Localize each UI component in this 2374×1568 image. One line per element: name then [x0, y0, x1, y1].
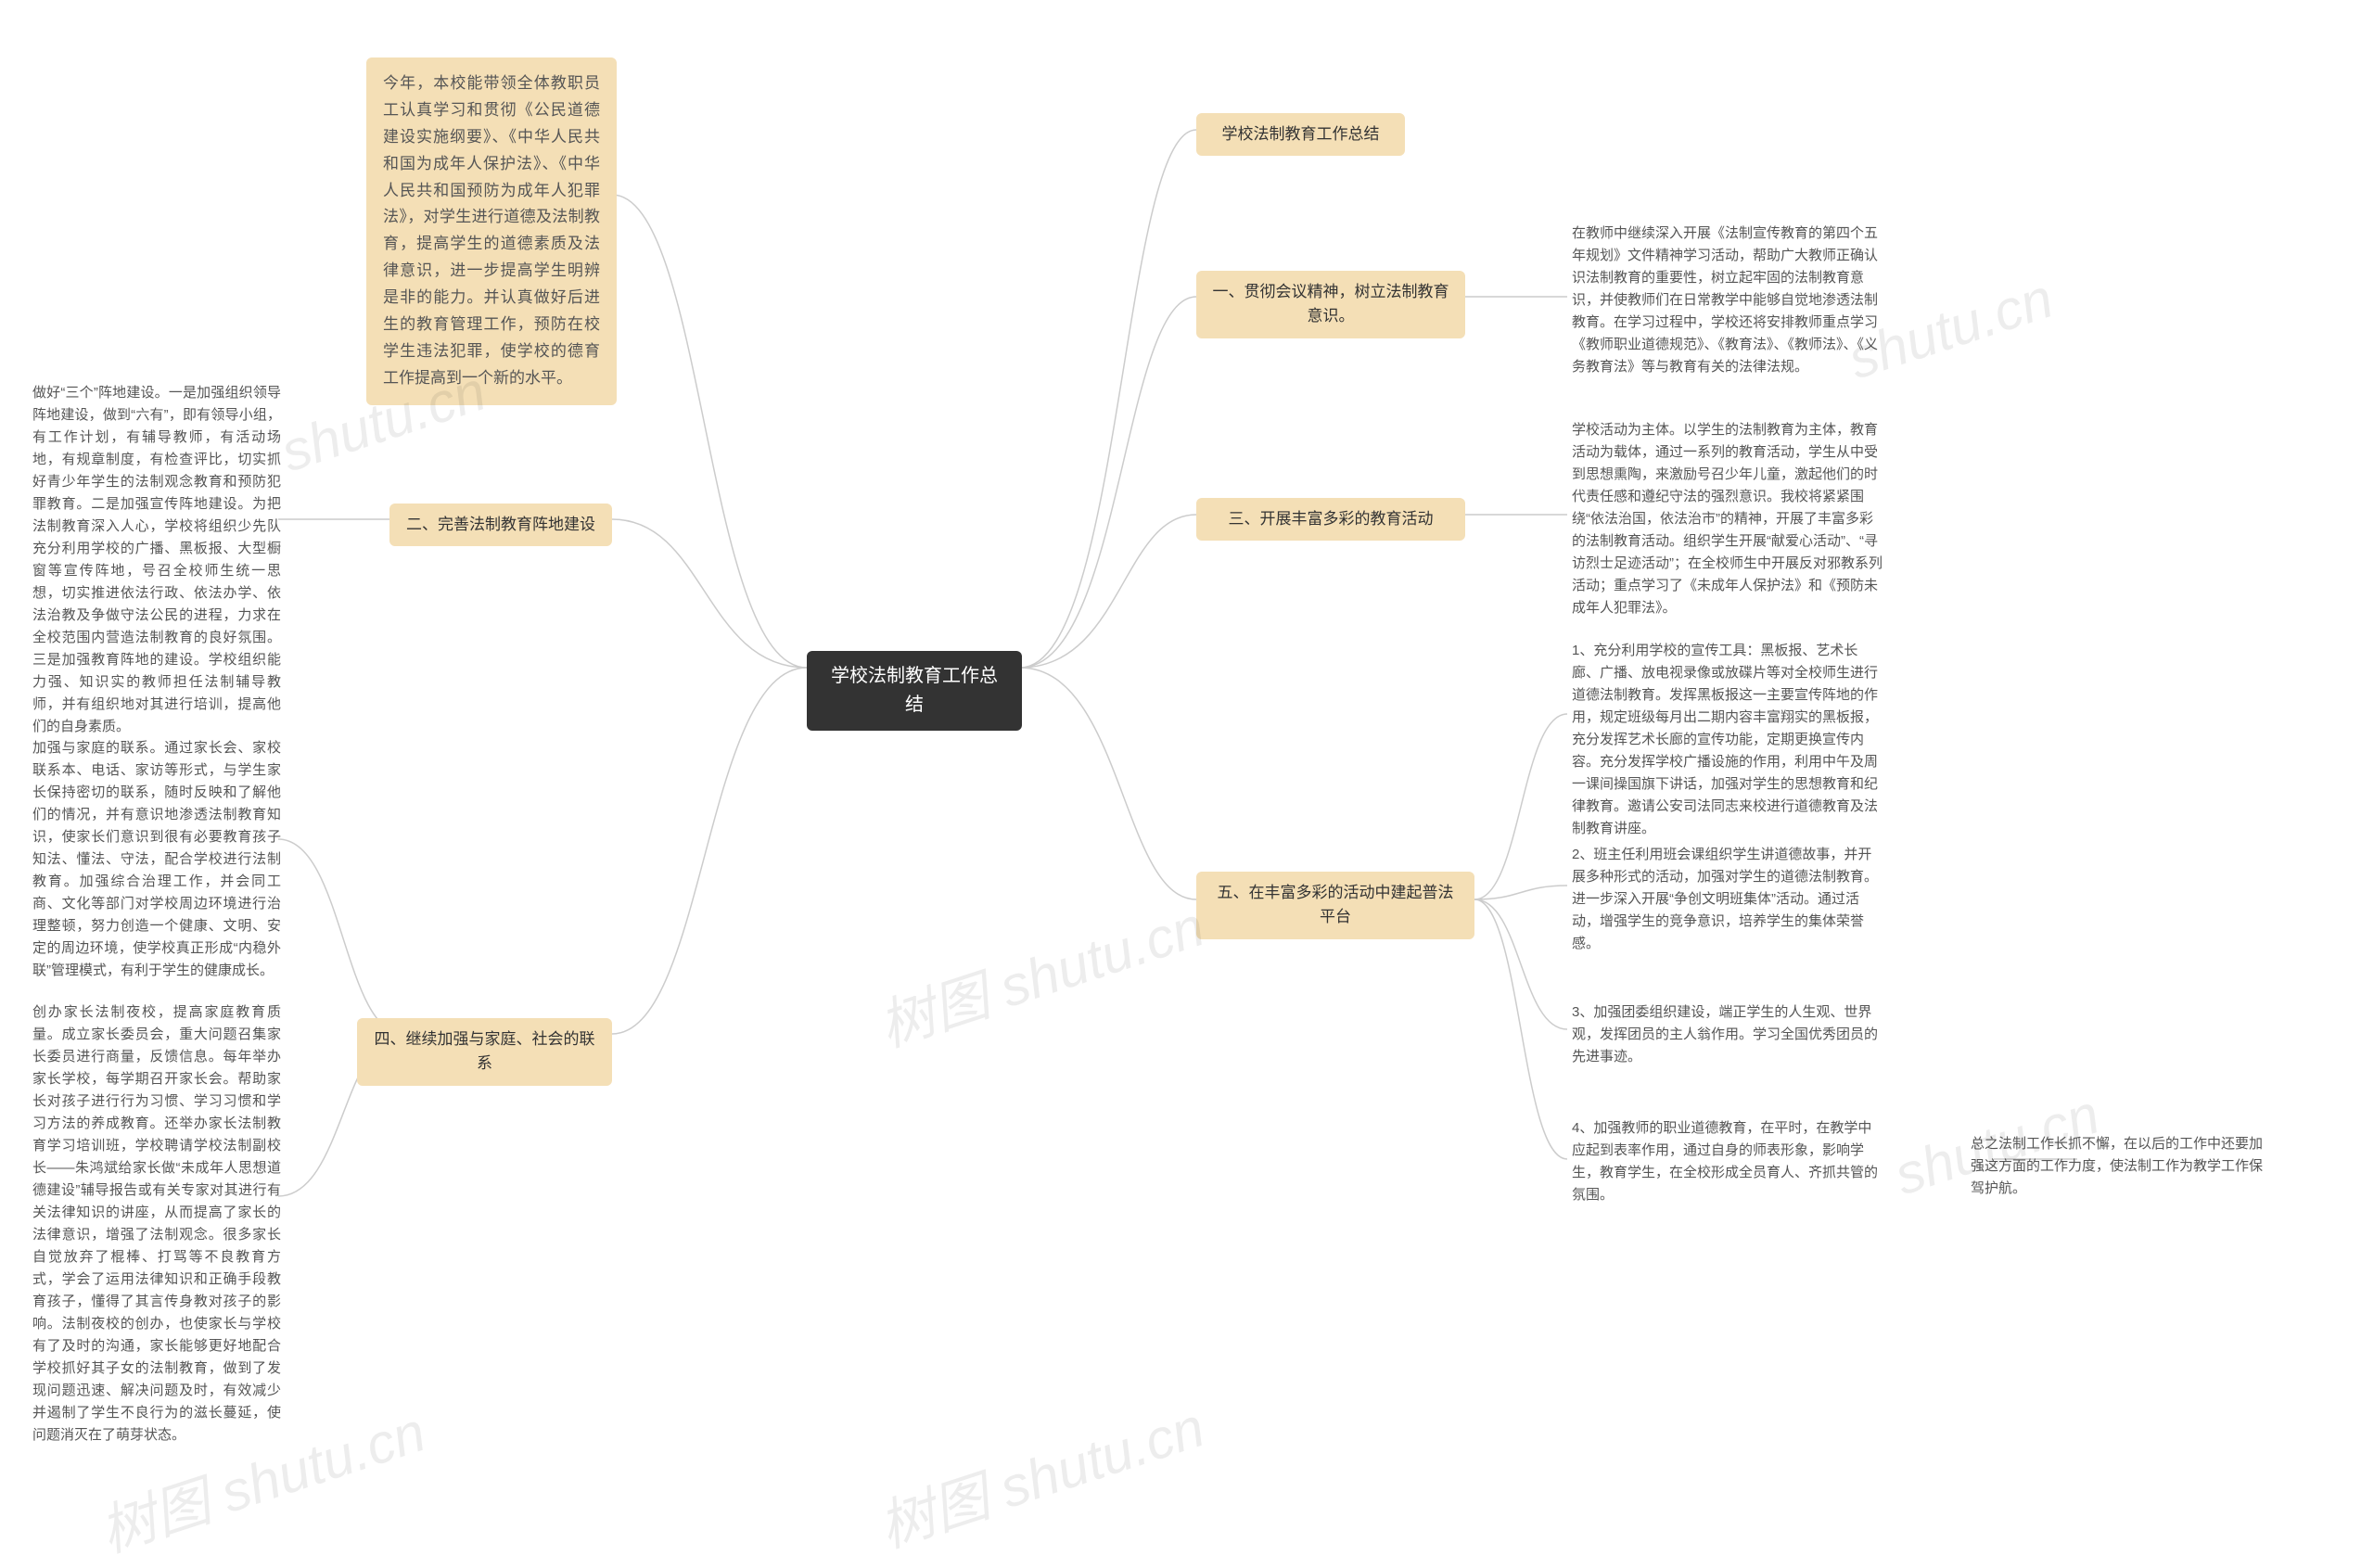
branch-1-leaf: 在教师中继续深入开展《法制宣传教育的第四个五年规划》文件精神学习活动，帮助广大教… — [1572, 223, 1883, 378]
intro-box: 今年，本校能带领全体教职员工认真学习和贯彻《公民道德建设实施纲要》、《中华人民共… — [366, 57, 617, 405]
center-node: 学校法制教育工作总结 — [807, 651, 1022, 731]
branch-4: 四、继续加强与家庭、社会的联系 — [357, 1018, 612, 1086]
branch-3-leaf: 学校活动为主体。以学生的法制教育为主体，教育活动为载体，通过一系列的教育活动，学… — [1572, 419, 1883, 619]
branch-5-leaf-1: 1、充分利用学校的宣传工具：黑板报、艺术长廊、广播、放电视录像或放碟片等对全校师… — [1572, 640, 1883, 840]
branch-0: 学校法制教育工作总结 — [1196, 113, 1405, 156]
connectors — [0, 0, 2374, 1523]
branch-1: 一、贯彻会议精神，树立法制教育意识。 — [1196, 271, 1465, 338]
branch-5-leaf-4: 4、加强教师的职业道德教育，在平时，在教学中应起到表率作用，通过自身的师表形象，… — [1572, 1117, 1883, 1206]
branch-4-leaf-1: 加强与家庭的联系。通过家长会、家校联系本、电话、家访等形式，与学生家长保持密切的… — [32, 737, 281, 982]
branch-2-leaf: 做好“三个”阵地建设。一是加强组织领导阵地建设，做到“六有”，即有领导小组，有工… — [32, 382, 281, 738]
branch-4-leaf-2: 创办家长法制夜校，提高家庭教育质量。成立家长委员会，重大问题召集家长委员进行商量… — [32, 1001, 281, 1447]
branch-3: 三、开展丰富多彩的教育活动 — [1196, 498, 1465, 541]
branch-5-leaf-4-ext: 总之法制工作长抓不懈，在以后的工作中还要加强这方面的工作力度，使法制工作为教学工… — [1971, 1133, 2267, 1200]
watermark: 树图 shutu.cn — [867, 882, 1213, 1063]
watermark: 树图 shutu.cn — [867, 1383, 1213, 1563]
branch-5-leaf-3: 3、加强团委组织建设，端正学生的人生观、世界观，发挥团员的主人翁作用。学习全国优… — [1572, 1001, 1883, 1068]
branch-5-leaf-2: 2、班主任利用班会课组织学生讲道德故事，并开展多种形式的活动，加强对学生的道德法… — [1572, 844, 1883, 955]
branch-5: 五、在丰富多彩的活动中建起普法平台 — [1196, 872, 1474, 939]
branch-2: 二、完善法制教育阵地建设 — [389, 504, 612, 546]
